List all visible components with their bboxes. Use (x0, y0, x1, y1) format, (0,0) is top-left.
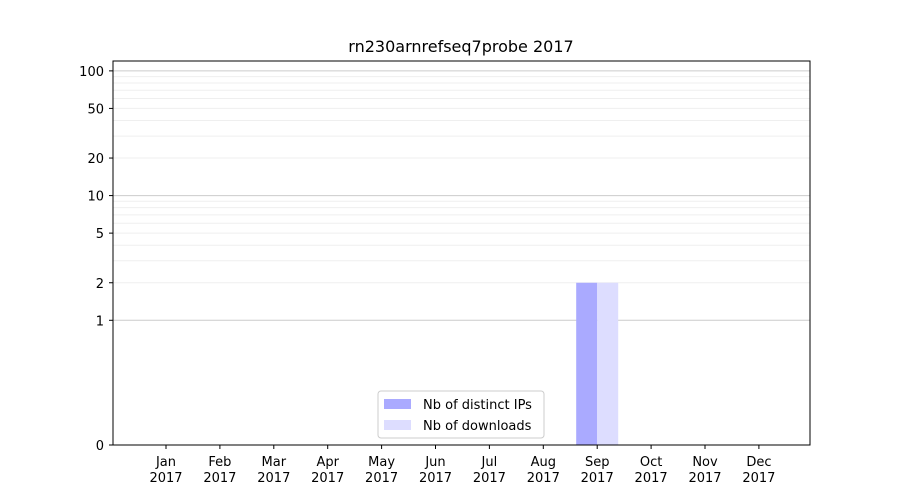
x-tick-label-year: 2017 (581, 471, 614, 486)
x-tick-label-month: Jul (481, 455, 498, 470)
bar (576, 282, 598, 445)
x-tick-label-year: 2017 (365, 471, 398, 486)
x-tick-label-month: Aug (531, 455, 556, 470)
x-tick-label-month: Jun (424, 455, 445, 470)
x-tick-label-month: Nov (692, 455, 718, 470)
y-tick-label: 1 (96, 314, 104, 329)
x-tick-label-month: Mar (262, 455, 287, 470)
legend-label: Nb of downloads (423, 419, 532, 434)
x-tick-label-month: Oct (640, 455, 662, 470)
x-tick-label-year: 2017 (473, 471, 506, 486)
bars (576, 282, 619, 445)
x-tick-label-year: 2017 (203, 471, 236, 486)
x-tick-label-month: Jan (155, 455, 176, 470)
x-tick-label-year: 2017 (527, 471, 560, 486)
x-tick-label-month: Feb (208, 455, 231, 470)
legend-swatch (384, 420, 411, 430)
x-tick-label-month: May (368, 455, 395, 470)
x-tick-label-year: 2017 (311, 471, 344, 486)
y-tick-label: 0 (96, 439, 104, 454)
x-axis: Jan2017Feb2017Mar2017Apr2017May2017Jun20… (149, 445, 775, 486)
x-tick-label-year: 2017 (635, 471, 668, 486)
y-tick-label: 20 (87, 152, 104, 167)
x-tick-label-month: Sep (585, 455, 610, 470)
x-tick-label-month: Apr (316, 455, 339, 470)
legend-box (377, 390, 545, 439)
x-tick-label-year: 2017 (149, 471, 182, 486)
x-tick-label-year: 2017 (257, 471, 290, 486)
legend-swatch (384, 399, 411, 409)
y-tick-label: 5 (96, 227, 104, 242)
x-tick-label-month: Dec (746, 455, 771, 470)
y-tick-label: 100 (79, 65, 104, 80)
x-tick-label-year: 2017 (742, 471, 775, 486)
x-tick-label-year: 2017 (419, 471, 452, 486)
x-tick-label-year: 2017 (688, 471, 721, 486)
y-tick-label: 2 (96, 277, 104, 292)
y-tick-label: 50 (87, 102, 104, 117)
grid (113, 70, 810, 321)
legend-label: Nb of distinct IPs (423, 398, 532, 413)
bar (597, 282, 619, 445)
y-axis: 0 1 2 5 10 20 50 100 (79, 65, 113, 454)
chart-title: rn230arnrefseq7probe 2017 (348, 37, 573, 56)
legend: Nb of distinct IPs Nb of downloads (377, 390, 545, 439)
y-tick-label: 10 (87, 190, 104, 205)
plot-frame (112, 60, 811, 446)
